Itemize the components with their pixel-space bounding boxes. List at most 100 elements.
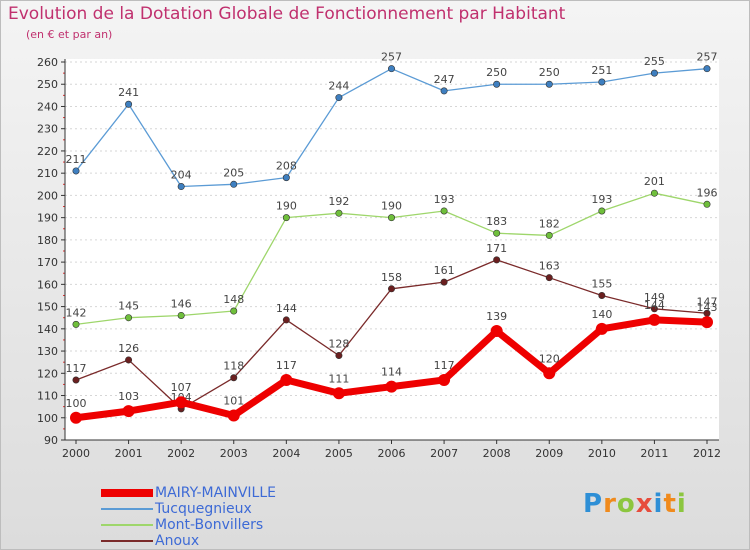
- data-label: 143: [697, 301, 718, 314]
- logo-letter: t: [663, 489, 677, 519]
- logo-letter: r: [603, 489, 617, 519]
- data-label: 142: [66, 306, 87, 319]
- data-point: [650, 189, 658, 197]
- data-label: 161: [434, 264, 455, 277]
- logo-letter: x: [635, 489, 654, 519]
- data-label: 158: [381, 271, 402, 284]
- data-label: 193: [591, 193, 612, 206]
- data-point: [440, 278, 448, 286]
- data-point: [598, 207, 606, 215]
- data-point: [595, 322, 608, 335]
- data-point: [125, 314, 133, 322]
- data-label: 149: [644, 291, 665, 304]
- data-point: [280, 373, 293, 386]
- data-point: [598, 291, 606, 299]
- logo-letter: P: [583, 489, 604, 519]
- data-point: [70, 411, 82, 424]
- data-point: [543, 367, 556, 380]
- data-point: [493, 229, 501, 237]
- y-tick-label: 260: [37, 56, 58, 69]
- data-label: 144: [644, 299, 665, 312]
- data-point: [545, 231, 553, 239]
- data-point: [282, 316, 290, 324]
- data-point: [122, 405, 135, 418]
- data-label: 128: [328, 338, 349, 351]
- data-label: 205: [223, 166, 244, 179]
- y-tick-label: 200: [37, 189, 58, 202]
- data-label: 193: [434, 193, 455, 206]
- chart-subtitle: (en € et par an): [26, 28, 113, 41]
- data-label: 255: [644, 55, 665, 68]
- data-point: [493, 80, 501, 88]
- data-point: [490, 325, 503, 338]
- legend-swatch: [101, 524, 153, 526]
- x-tick-label: 2002: [167, 447, 195, 460]
- y-tick-label: 190: [37, 212, 58, 225]
- data-label: 101: [223, 395, 244, 408]
- data-point: [125, 356, 133, 364]
- legend-label: Tucquegnieux: [155, 501, 252, 517]
- proxiti-logo: Proxiti: [583, 489, 687, 519]
- data-point: [650, 69, 658, 77]
- y-tick-label: 230: [37, 123, 58, 136]
- y-tick-label: 100: [37, 412, 58, 425]
- data-point: [387, 285, 395, 293]
- data-label: 140: [591, 308, 612, 321]
- x-tick-label: 2003: [220, 447, 248, 460]
- data-point: [493, 256, 501, 264]
- data-label: 111: [328, 372, 349, 385]
- data-point: [282, 214, 290, 222]
- data-label: 250: [539, 66, 560, 79]
- legend-label: Anoux: [155, 533, 200, 549]
- legend-swatch: [101, 508, 153, 510]
- data-label: 190: [276, 200, 297, 213]
- data-label: 196: [697, 186, 718, 199]
- data-label: 244: [328, 80, 349, 93]
- data-point: [335, 94, 343, 102]
- data-point: [125, 100, 133, 108]
- data-point: [72, 376, 80, 384]
- data-label: 139: [486, 310, 507, 323]
- data-label: 201: [644, 175, 665, 188]
- data-label: 251: [591, 64, 612, 77]
- plot-area: [65, 59, 719, 440]
- data-point: [177, 311, 185, 319]
- logo-letter: i: [676, 489, 687, 519]
- data-label: 257: [381, 51, 402, 64]
- data-label: 182: [539, 217, 560, 230]
- data-label: 155: [591, 277, 612, 290]
- data-label: 126: [118, 342, 139, 355]
- data-label: 117: [434, 359, 455, 372]
- data-label: 148: [223, 293, 244, 306]
- data-label: 257: [697, 51, 718, 64]
- data-label: 120: [539, 352, 560, 365]
- x-tick-label: 2011: [640, 447, 668, 460]
- data-point: [440, 207, 448, 215]
- data-label: 117: [66, 362, 87, 375]
- data-point: [230, 307, 238, 315]
- y-tick-label: 220: [37, 145, 58, 158]
- x-tick-label: 2010: [588, 447, 616, 460]
- logo-letter: i: [653, 489, 664, 519]
- y-tick-label: 140: [37, 323, 58, 336]
- data-label: 114: [381, 366, 402, 379]
- data-point: [703, 200, 711, 208]
- data-point: [335, 352, 343, 360]
- y-tick-label: 110: [37, 390, 58, 403]
- data-point: [332, 387, 345, 400]
- data-point: [545, 274, 553, 282]
- data-point: [230, 180, 238, 188]
- x-tick-label: 2000: [62, 447, 90, 460]
- data-point: [335, 209, 343, 217]
- data-label: 204: [171, 169, 192, 182]
- legend-swatch: [101, 489, 153, 497]
- y-tick-label: 180: [37, 234, 58, 247]
- data-label: 208: [276, 160, 297, 173]
- data-label: 247: [434, 73, 455, 86]
- y-tick-label: 120: [37, 367, 58, 380]
- data-label: 118: [223, 360, 244, 373]
- chart-title: Evolution de la Dotation Globale de Fonc…: [8, 4, 566, 24]
- data-point: [227, 409, 240, 422]
- y-tick-label: 150: [37, 301, 58, 314]
